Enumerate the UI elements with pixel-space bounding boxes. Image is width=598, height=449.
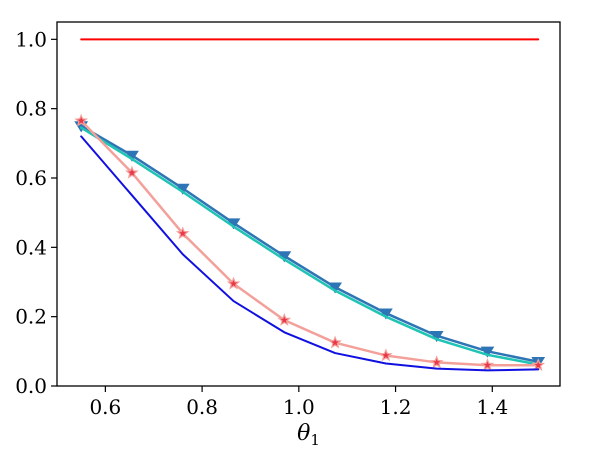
- series-4-point: [328, 335, 342, 349]
- x-axis-label: θ1: [297, 421, 320, 449]
- x-axis-label-main: θ: [297, 421, 310, 446]
- series-line-3: [79, 126, 540, 366]
- x-tick-label: 1.4: [476, 395, 508, 419]
- series-2-point: [429, 331, 444, 343]
- y-tick-label: 0.6: [15, 166, 47, 190]
- series-line-4: [79, 119, 540, 367]
- series-line-2: [79, 124, 540, 363]
- x-axis-label-subscript: 1: [310, 431, 320, 449]
- x-tick-label: 0.8: [186, 395, 218, 419]
- series-2-point: [480, 346, 495, 358]
- y-tick-label: 0.2: [15, 305, 47, 329]
- axes-frame: [56, 21, 561, 387]
- series-4-point: [226, 276, 241, 290]
- x-tick-label: 1.0: [283, 395, 315, 419]
- series-layer: [74, 38, 546, 372]
- x-tick-label: 0.6: [89, 395, 121, 419]
- y-tick-label: 1.0: [15, 27, 47, 51]
- series-4-point: [379, 348, 393, 362]
- series-4-point: [277, 313, 292, 326]
- series-4-point: [480, 358, 495, 371]
- x-tick-label: 1.2: [380, 395, 412, 419]
- series-4-point: [74, 113, 88, 127]
- series-line-5: [80, 135, 540, 372]
- series-4-point: [531, 358, 546, 371]
- y-tick-label: 0.0: [15, 374, 47, 398]
- y-tick-label: 0.8: [15, 97, 47, 121]
- y-tick-label: 0.4: [15, 235, 47, 259]
- series-4-point: [175, 226, 190, 240]
- ticks-layer: 0.6 0.8 1.0 1.2 1.4 0.0 0.2 0.4 0.6 0.8 1.0: [15, 27, 508, 419]
- series-4-point: [429, 355, 444, 369]
- series-4-point: [125, 165, 139, 179]
